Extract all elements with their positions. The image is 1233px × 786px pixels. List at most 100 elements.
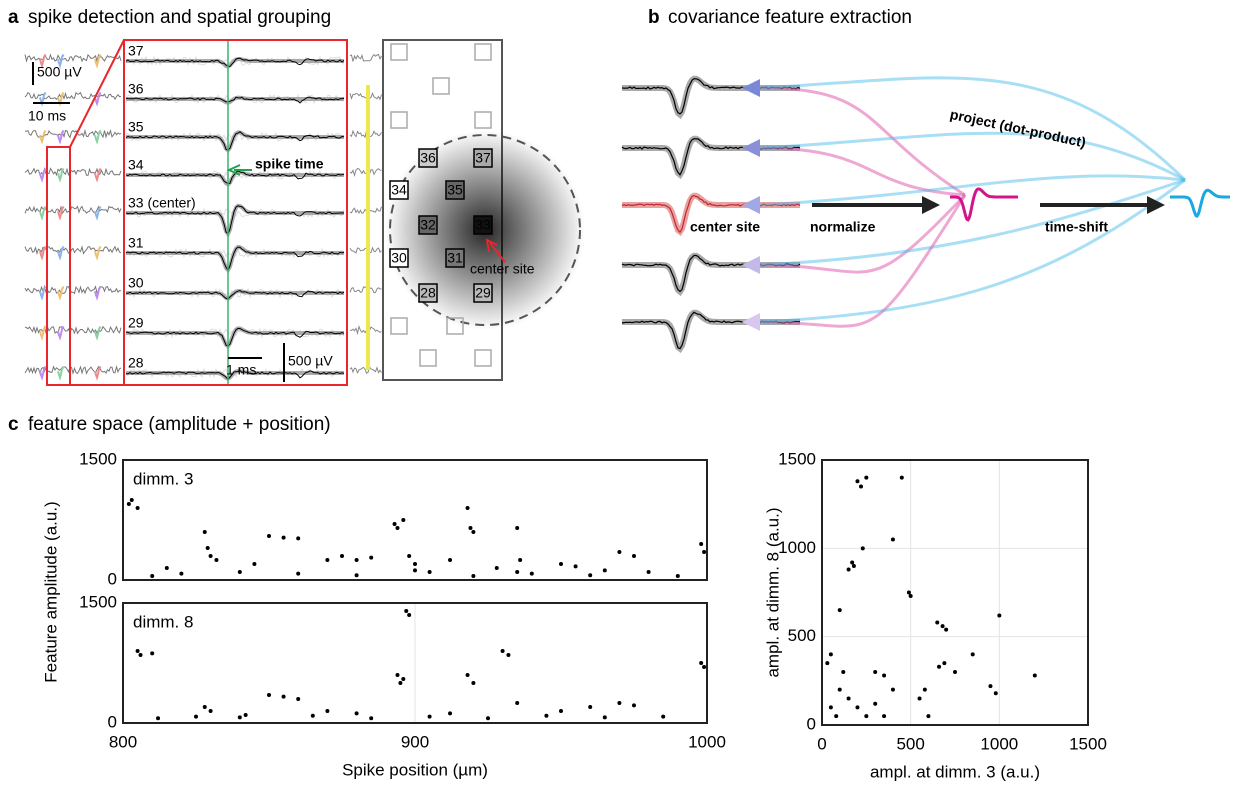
arrow-head: [742, 256, 760, 274]
point: [1032, 673, 1037, 678]
normalize-label: normalize: [810, 219, 876, 235]
point: [993, 691, 998, 696]
point: [825, 661, 830, 666]
spike-tick: [57, 205, 65, 221]
spike-tick: [94, 365, 102, 381]
point: [135, 649, 140, 653]
projection: [759, 76, 1187, 182]
point: [917, 696, 922, 701]
plot-frame: [821, 459, 1089, 726]
spike-tick: [39, 205, 47, 221]
spike-tick: [57, 167, 65, 183]
panel-letter: b: [648, 7, 660, 28]
point: [471, 681, 476, 685]
point: [970, 652, 975, 657]
project-label: project (dot-product): [949, 106, 1088, 150]
point: [135, 506, 140, 510]
y-tick-label: 500: [788, 626, 816, 645]
channel-label: 30: [128, 275, 144, 291]
timeshift-label: time-shift: [1045, 219, 1108, 235]
site: [432, 77, 450, 95]
point: [926, 714, 931, 719]
waveform: [621, 138, 801, 176]
panel-title: covariance feature extraction: [668, 7, 912, 28]
zoom-source: [46, 146, 71, 386]
spike-tick: [39, 365, 47, 381]
x-tick-label: 800: [109, 732, 137, 751]
point: [997, 613, 1002, 618]
point: [325, 709, 330, 713]
spike-time-label: spike time: [255, 156, 324, 172]
x-tick-label: 1000: [980, 734, 1018, 753]
panel-b: b covariance feature extraction: [648, 7, 912, 28]
waveform-shadow: [126, 288, 344, 301]
zoom-box: [123, 39, 348, 386]
waveform-shadow: [622, 75, 800, 120]
raw-trace: [24, 53, 122, 63]
waveform: [126, 370, 345, 381]
spike-tick: [57, 325, 65, 341]
point: [518, 558, 523, 562]
site: [446, 317, 464, 335]
panel-letter: c: [8, 414, 19, 435]
channel-label: 29: [128, 315, 144, 331]
point: [864, 475, 869, 480]
point: [908, 594, 913, 599]
point: [369, 555, 374, 560]
x-tick-label: 900: [401, 732, 429, 751]
black-arrow-head: [1147, 196, 1165, 214]
point: [906, 590, 911, 595]
point: [448, 711, 453, 716]
scale-label: 500 µV: [37, 64, 82, 80]
point: [515, 570, 520, 574]
point: [573, 564, 578, 569]
waveform: [125, 246, 345, 272]
point: [602, 568, 607, 573]
point: [310, 713, 315, 718]
channel-label: 37: [128, 43, 144, 59]
shifted-waveform: [1170, 188, 1230, 218]
raw-trace: [24, 325, 122, 335]
x-tick-label: 500: [896, 734, 924, 753]
point: [448, 558, 453, 562]
black-arrow-head: [922, 196, 940, 214]
point: [401, 677, 406, 681]
point: [506, 653, 511, 657]
point: [407, 554, 412, 558]
point: [588, 705, 593, 709]
normalized-waveform: [950, 187, 1018, 222]
point: [325, 558, 330, 562]
point: [661, 714, 666, 719]
point: [988, 684, 993, 689]
scale-label: 10 ms: [28, 108, 66, 124]
site: [418, 215, 438, 235]
projection: [759, 178, 1186, 324]
site-label: 37: [475, 150, 491, 166]
projection: [759, 174, 1186, 207]
site-label: 35: [447, 182, 463, 198]
point: [828, 652, 833, 657]
y-tick-label: 1000: [778, 538, 816, 557]
panel-a: a spike detection and spatial grouping: [8, 7, 331, 28]
spike-tick: [94, 129, 102, 145]
point: [834, 714, 839, 719]
point: [940, 624, 945, 629]
y-tick-label: 1500: [79, 592, 117, 611]
point: [846, 567, 851, 572]
raw-trace: [24, 284, 122, 295]
waveform: [125, 96, 345, 104]
point: [208, 554, 213, 558]
spike-tick: [39, 53, 47, 69]
point: [702, 665, 707, 669]
point: [944, 627, 949, 632]
point: [864, 714, 869, 719]
site-label: 36: [420, 150, 436, 166]
panel-letter: a: [8, 7, 19, 28]
point: [873, 701, 878, 706]
site: [445, 180, 465, 200]
channel-label: 36: [128, 81, 144, 97]
scale-label: 1 ms: [226, 362, 256, 378]
arrow: [485, 238, 506, 263]
raw-trace: [24, 365, 122, 376]
